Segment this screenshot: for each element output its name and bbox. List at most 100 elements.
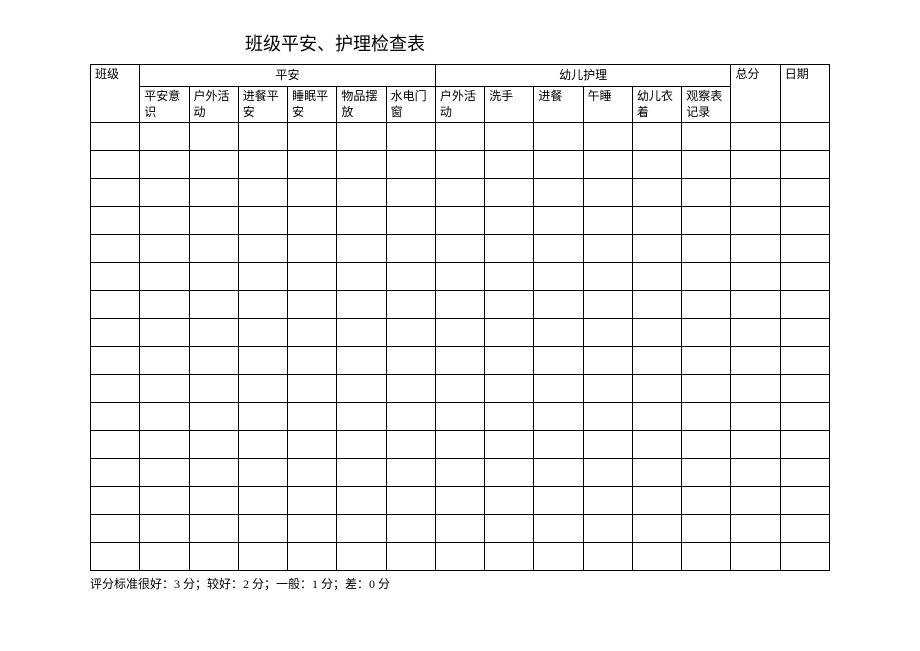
col-group-care: 幼儿护理 (435, 65, 731, 87)
table-cell (189, 459, 238, 487)
table-cell (386, 123, 435, 151)
table-row (91, 403, 830, 431)
table-cell (238, 235, 287, 263)
table-cell (337, 375, 386, 403)
table-cell (485, 263, 534, 291)
col-care-1: 洗手 (485, 87, 534, 123)
table-cell (140, 347, 189, 375)
table-cell (337, 207, 386, 235)
table-cell (731, 291, 780, 319)
table-cell (731, 151, 780, 179)
col-safety-3: 睡眠平安 (288, 87, 337, 123)
table-cell (386, 543, 435, 571)
table-cell (435, 263, 484, 291)
table-cell (386, 207, 435, 235)
table-cell (386, 515, 435, 543)
table-cell (731, 235, 780, 263)
table-cell (288, 347, 337, 375)
table-cell (91, 207, 140, 235)
table-cell (140, 151, 189, 179)
table-cell (435, 179, 484, 207)
table-cell (534, 459, 583, 487)
table-cell (288, 375, 337, 403)
table-cell (238, 291, 287, 319)
table-row (91, 375, 830, 403)
table-cell (780, 347, 829, 375)
table-cell (189, 347, 238, 375)
table-cell (189, 179, 238, 207)
table-cell (583, 235, 632, 263)
table-cell (632, 459, 681, 487)
table-cell (140, 207, 189, 235)
table-cell (632, 319, 681, 347)
table-cell (780, 263, 829, 291)
table-cell (534, 431, 583, 459)
table-cell (682, 403, 731, 431)
table-cell (140, 235, 189, 263)
table-cell (337, 319, 386, 347)
table-cell (485, 151, 534, 179)
table-cell (91, 431, 140, 459)
table-cell (288, 515, 337, 543)
table-cell (288, 235, 337, 263)
table-cell (534, 263, 583, 291)
table-cell (485, 347, 534, 375)
table-cell (337, 459, 386, 487)
table-row (91, 151, 830, 179)
col-safety-2: 进餐平安 (238, 87, 287, 123)
table-cell (682, 319, 731, 347)
table-cell (288, 459, 337, 487)
table-cell (485, 403, 534, 431)
table-row (91, 291, 830, 319)
col-safety-4: 物品摆放 (337, 87, 386, 123)
table-cell (731, 375, 780, 403)
table-cell (583, 515, 632, 543)
table-cell (485, 235, 534, 263)
table-cell (534, 515, 583, 543)
table-cell (632, 347, 681, 375)
table-cell (485, 515, 534, 543)
table-cell (534, 543, 583, 571)
table-cell (632, 543, 681, 571)
table-cell (386, 151, 435, 179)
table-cell (91, 543, 140, 571)
table-cell (91, 403, 140, 431)
table-cell (435, 487, 484, 515)
table-cell (189, 375, 238, 403)
table-cell (583, 347, 632, 375)
table-cell (583, 151, 632, 179)
table-cell (238, 431, 287, 459)
table-cell (288, 431, 337, 459)
table-cell (632, 151, 681, 179)
table-cell (780, 515, 829, 543)
table-cell (682, 151, 731, 179)
table-cell (435, 403, 484, 431)
table-cell (238, 123, 287, 151)
table-cell (583, 319, 632, 347)
table-cell (91, 179, 140, 207)
table-cell (485, 207, 534, 235)
table-cell (435, 235, 484, 263)
table-cell (731, 459, 780, 487)
table-cell (485, 375, 534, 403)
table-cell (288, 319, 337, 347)
table-cell (386, 431, 435, 459)
table-cell (288, 403, 337, 431)
header-row-2: 平安意识 户外活动 进餐平安 睡眠平安 物品摆放 水电门窗 户外活动 洗手 进餐… (91, 87, 830, 123)
table-cell (731, 487, 780, 515)
table-cell (386, 487, 435, 515)
col-care-4: 幼儿衣着 (632, 87, 681, 123)
table-cell (682, 431, 731, 459)
table-cell (632, 235, 681, 263)
table-cell (485, 431, 534, 459)
table-cell (632, 375, 681, 403)
table-cell (485, 487, 534, 515)
table-cell (485, 543, 534, 571)
table-cell (534, 347, 583, 375)
table-cell (780, 123, 829, 151)
table-cell (238, 263, 287, 291)
table-cell (140, 179, 189, 207)
table-cell (337, 487, 386, 515)
table-cell (780, 403, 829, 431)
table-cell (632, 291, 681, 319)
